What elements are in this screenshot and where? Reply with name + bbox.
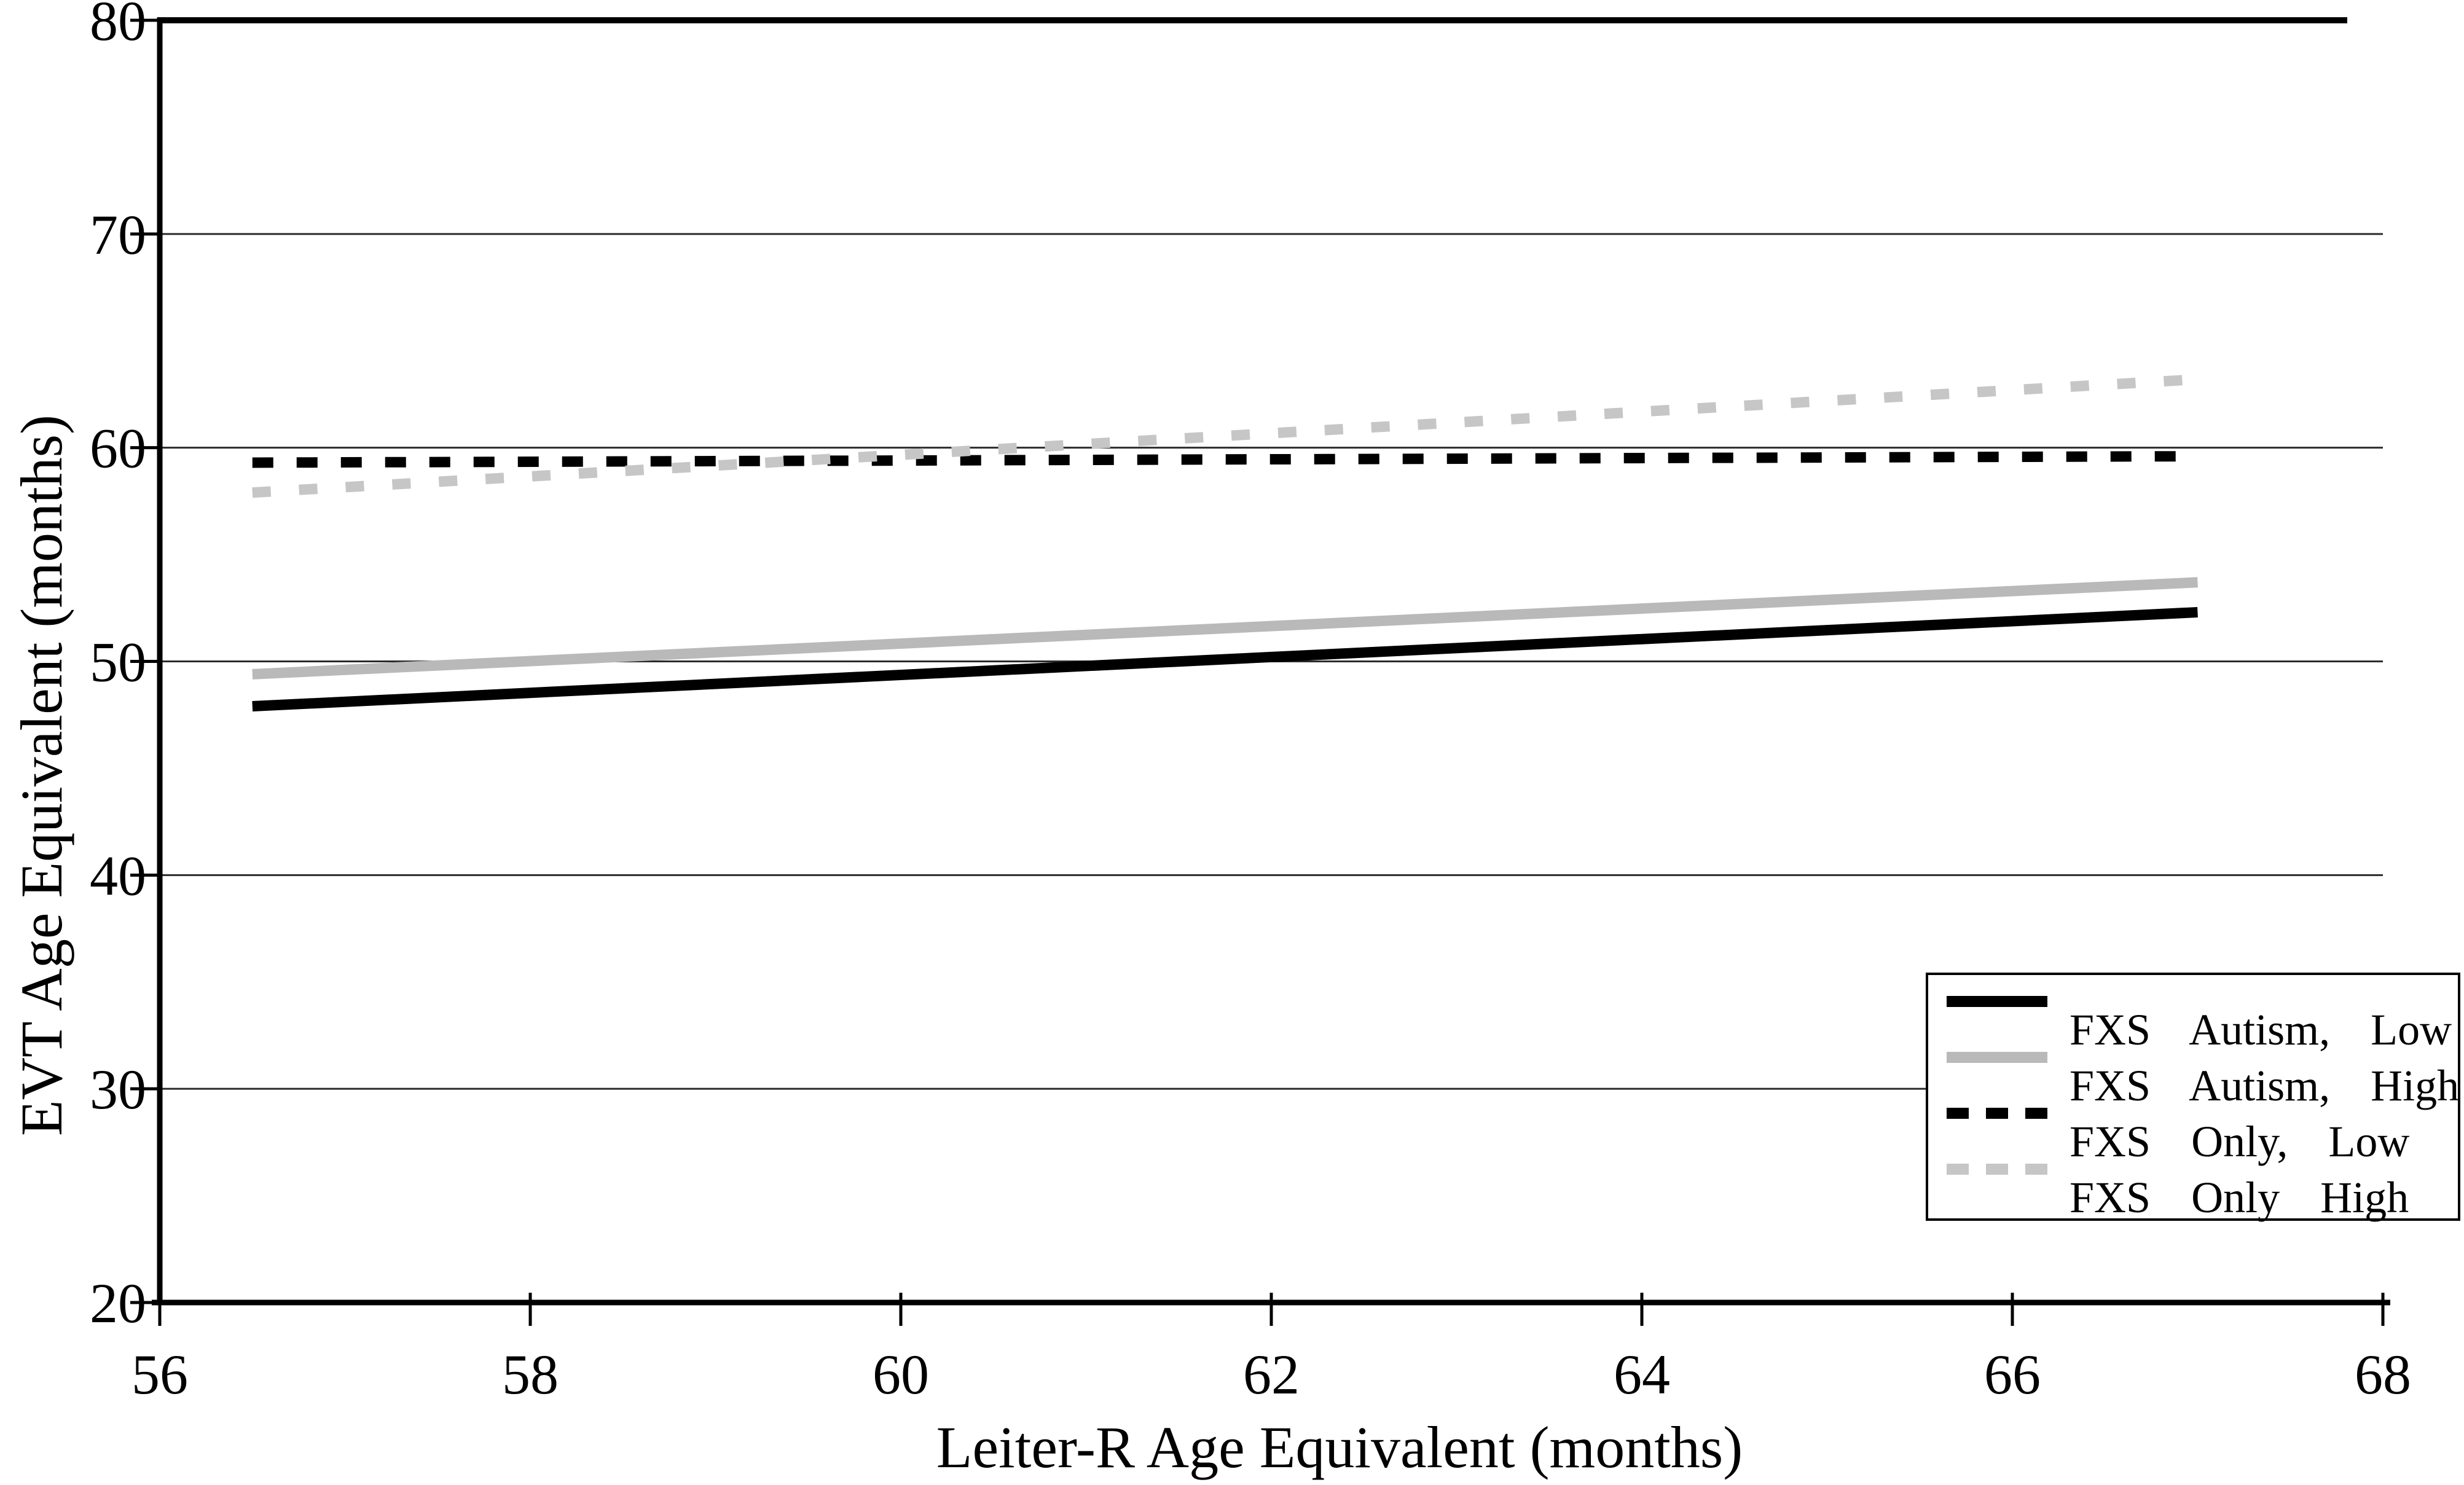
data-series xyxy=(252,374,2198,712)
gridlines xyxy=(160,17,2383,1090)
series-line-fxs-only-high xyxy=(252,374,2198,498)
x-tick-label-64: 64 xyxy=(1614,1343,1670,1406)
legend-label-2: FXS Only, Low xyxy=(2070,1117,2409,1166)
y-tick-label-80: 80 xyxy=(90,0,146,52)
y-tick-label-70: 70 xyxy=(90,203,146,266)
legend-label-0: FXS Autism, Low xyxy=(2070,1005,2452,1054)
x-tick-label-56: 56 xyxy=(131,1343,188,1406)
legend-label-3: FXS Only High xyxy=(2070,1173,2409,1222)
x-tick-label-68: 68 xyxy=(2355,1343,2411,1406)
y-tick-label-50: 50 xyxy=(90,631,146,694)
series-line-fxs-autism-high xyxy=(252,577,2198,680)
x-axis-title: Leiter-R Age Equivalent (months) xyxy=(936,1414,1743,1480)
x-tick-label-62: 62 xyxy=(1243,1343,1300,1406)
legend-item: FXS Only High xyxy=(1947,1164,2409,1222)
legend-box xyxy=(1926,973,2460,1221)
x-tick-label-66: 66 xyxy=(1984,1343,2041,1406)
tick-labels: 20 30 40 50 60 70 80 56 58 60 62 64 66 68 xyxy=(90,0,2411,1406)
legend-item: FXS Autism, Low xyxy=(1947,996,2452,1054)
y-tick-label-60: 60 xyxy=(90,417,146,480)
y-tick-label-40: 40 xyxy=(90,844,146,907)
x-tick-label-60: 60 xyxy=(873,1343,929,1406)
y-axis-title: EVT Age Equivalent (months) xyxy=(9,415,74,1136)
legend: FXS Autism, Low FXS Autism, High FXS Onl… xyxy=(1926,973,2460,1222)
x-tick-label-58: 58 xyxy=(502,1343,559,1406)
legend-item: FXS Only, Low xyxy=(1947,1108,2409,1166)
y-tick-label-30: 30 xyxy=(90,1058,146,1121)
y-tick-label-20: 20 xyxy=(90,1272,146,1334)
tick-marks xyxy=(130,18,2385,1326)
legend-item: FXS Autism, High xyxy=(1947,1052,2459,1110)
legend-label-1: FXS Autism, High xyxy=(2070,1061,2459,1110)
series-line-fxs-only-low xyxy=(252,451,2198,468)
series-line-fxs-autism-low xyxy=(252,607,2198,712)
